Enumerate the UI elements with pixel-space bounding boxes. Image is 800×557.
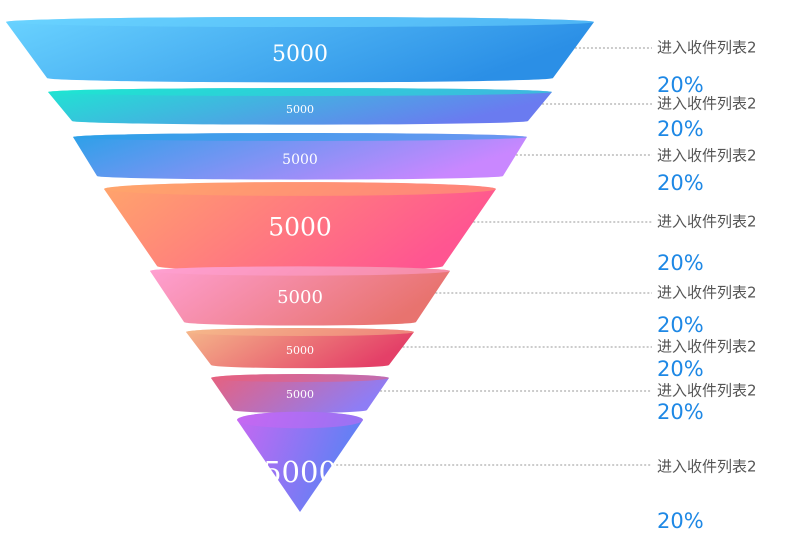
funnel-segment-4 bbox=[104, 182, 496, 272]
funnel-segment-6 bbox=[186, 328, 414, 369]
funnel-value-2: 5000 bbox=[286, 103, 314, 116]
funnel-value-7: 5000 bbox=[286, 388, 314, 401]
funnel-segment-2 bbox=[48, 88, 552, 125]
stage-percent-3: 20% bbox=[657, 171, 704, 195]
funnel-value-4: 5000 bbox=[268, 213, 332, 242]
stage-percent-2: 20% bbox=[657, 117, 704, 141]
stage-name-4: 进入收件列表2 bbox=[657, 213, 757, 231]
funnel-segment-rim-4 bbox=[104, 182, 496, 196]
stage-name-1: 进入收件列表2 bbox=[657, 39, 757, 57]
stage-percent-7: 20% bbox=[657, 400, 704, 424]
stage-name-5: 进入收件列表2 bbox=[657, 284, 757, 302]
stage-name-3: 进入收件列表2 bbox=[657, 147, 757, 165]
funnel-segment-3 bbox=[73, 133, 527, 180]
stage-percent-1: 20% bbox=[657, 73, 704, 97]
funnel-segments bbox=[6, 16, 594, 512]
funnel-segment-rim-1 bbox=[6, 16, 594, 28]
funnel-segment-rim-3 bbox=[73, 133, 527, 141]
funnel-value-3: 5000 bbox=[282, 152, 318, 168]
stage-percent-5: 20% bbox=[657, 313, 704, 337]
leader-lines bbox=[332, 47, 652, 466]
funnel-segment-7 bbox=[211, 374, 389, 414]
funnel-value-1: 5000 bbox=[272, 42, 328, 67]
funnel-segment-rim-7 bbox=[211, 374, 389, 382]
funnel-value-6: 5000 bbox=[286, 344, 314, 357]
stage-name-2: 进入收件列表2 bbox=[657, 95, 757, 113]
funnel-segment-rim-8 bbox=[237, 411, 363, 429]
funnel-segment-1 bbox=[6, 16, 594, 83]
funnel-segment-rim-6 bbox=[186, 328, 414, 336]
funnel-value-5: 5000 bbox=[277, 287, 323, 308]
stage-percent-4: 20% bbox=[657, 251, 704, 275]
stage-name-6: 进入收件列表2 bbox=[657, 338, 757, 356]
stage-percent-8: 20% bbox=[657, 509, 704, 533]
stage-name-7: 进入收件列表2 bbox=[657, 382, 757, 400]
funnel-segment-8 bbox=[237, 411, 363, 512]
stage-name-8: 进入收件列表2 bbox=[657, 458, 757, 476]
funnel-value-8: 5000 bbox=[263, 455, 337, 489]
funnel-segment-rim-5 bbox=[150, 266, 450, 276]
stage-percent-6: 20% bbox=[657, 357, 704, 381]
funnel-segment-rim-2 bbox=[48, 88, 552, 96]
funnel-segment-5 bbox=[150, 266, 450, 326]
